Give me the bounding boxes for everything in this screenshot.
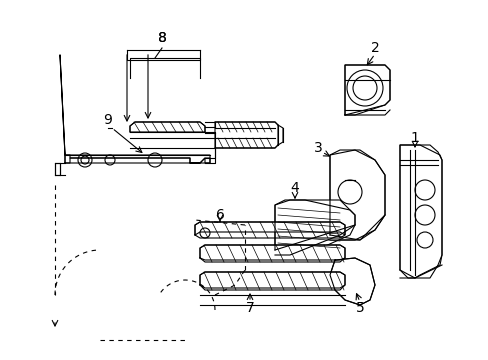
Polygon shape (55, 163, 60, 175)
Polygon shape (274, 200, 354, 255)
Polygon shape (195, 222, 345, 235)
Polygon shape (130, 122, 204, 132)
Text: 5: 5 (355, 301, 364, 315)
Text: 6: 6 (215, 208, 224, 222)
Polygon shape (200, 245, 345, 260)
Polygon shape (345, 65, 389, 115)
Text: 4: 4 (290, 181, 299, 195)
Polygon shape (329, 150, 384, 240)
Text: 2: 2 (370, 41, 379, 55)
Polygon shape (399, 145, 441, 278)
Polygon shape (200, 272, 345, 288)
Text: 9: 9 (103, 113, 112, 127)
Text: 8: 8 (157, 31, 166, 45)
Text: 8: 8 (157, 31, 166, 45)
Polygon shape (65, 155, 209, 163)
Text: 3: 3 (313, 141, 322, 155)
Text: 1: 1 (410, 131, 419, 145)
Polygon shape (329, 258, 374, 305)
Text: 7: 7 (245, 301, 254, 315)
Polygon shape (215, 122, 278, 148)
